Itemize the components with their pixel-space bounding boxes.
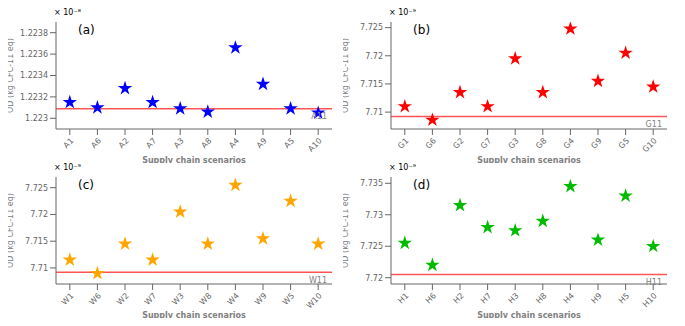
svg-text:G7: G7 bbox=[479, 136, 493, 150]
svg-text:G1: G1 bbox=[396, 136, 410, 150]
svg-text:1.2236: 1.2236 bbox=[20, 50, 48, 59]
html-text:(c): (c) bbox=[78, 178, 94, 192]
svg-text:1.223: 1.223 bbox=[25, 114, 48, 123]
svg-text:7.72: 7.72 bbox=[30, 210, 48, 219]
svg-text:W6: W6 bbox=[88, 291, 104, 307]
svg-text:W7: W7 bbox=[143, 291, 159, 307]
svg-text:H11: H11 bbox=[646, 278, 662, 287]
svg-text:W1: W1 bbox=[60, 291, 76, 307]
svg-text:A2: A2 bbox=[117, 136, 131, 150]
svg-text:G3: G3 bbox=[507, 136, 521, 150]
svg-text:7.725: 7.725 bbox=[360, 242, 383, 251]
svg-text:G6: G6 bbox=[424, 136, 438, 150]
svg-text:A9: A9 bbox=[255, 136, 269, 150]
svg-text:A6: A6 bbox=[89, 136, 103, 150]
svg-text:7.735: 7.735 bbox=[360, 179, 383, 188]
svg-text:OD (kg CFC-11 eq): OD (kg CFC-11 eq) bbox=[8, 193, 15, 268]
svg-text:A5: A5 bbox=[282, 136, 296, 150]
svg-text:A4: A4 bbox=[227, 136, 241, 150]
html-text:× 10⁻⁹: × 10⁻⁹ bbox=[389, 8, 416, 17]
svg-text:1.2238: 1.2238 bbox=[20, 29, 48, 38]
svg-text:7.725: 7.725 bbox=[25, 184, 48, 193]
svg-text:W11: W11 bbox=[309, 276, 327, 285]
svg-text:A8: A8 bbox=[200, 136, 214, 150]
html-text:× 10⁻⁹: × 10⁻⁹ bbox=[54, 163, 81, 172]
html-text:(a): (a) bbox=[78, 23, 95, 37]
svg-text:G2: G2 bbox=[451, 136, 465, 150]
svg-text:1.2232: 1.2232 bbox=[20, 93, 48, 102]
svg-text:G10: G10 bbox=[641, 136, 659, 154]
svg-text:7.72: 7.72 bbox=[365, 274, 383, 283]
svg-text:H3: H3 bbox=[507, 291, 521, 305]
svg-text:7.725: 7.725 bbox=[360, 23, 383, 32]
svg-text:OD (kg CFC-11 eq): OD (kg CFC-11 eq) bbox=[343, 38, 350, 113]
svg-text:A11: A11 bbox=[311, 112, 327, 121]
svg-text:Supply chain scenarios: Supply chain scenarios bbox=[477, 156, 581, 163]
svg-text:A1: A1 bbox=[62, 136, 76, 150]
svg-text:OD (kg CFC-11 eq): OD (kg CFC-11 eq) bbox=[8, 38, 15, 113]
svg-text:Supply chain scenarios: Supply chain scenarios bbox=[477, 311, 581, 318]
svg-text:H1: H1 bbox=[396, 291, 410, 305]
svg-text:OD (kg CFC-11 eq): OD (kg CFC-11 eq) bbox=[343, 193, 350, 268]
svg-text:7.72: 7.72 bbox=[365, 52, 383, 61]
svg-text:W3: W3 bbox=[170, 291, 186, 307]
svg-text:H6: H6 bbox=[424, 291, 438, 305]
svg-text:A3: A3 bbox=[172, 136, 186, 150]
svg-text:G11: G11 bbox=[646, 120, 662, 129]
svg-text:H5: H5 bbox=[617, 291, 631, 305]
svg-text:H10: H10 bbox=[641, 291, 659, 309]
svg-text:W8: W8 bbox=[198, 291, 214, 307]
html-text:× 10⁻⁸: × 10⁻⁸ bbox=[54, 8, 81, 17]
svg-text:H9: H9 bbox=[589, 291, 603, 305]
svg-text:1.2234: 1.2234 bbox=[20, 71, 48, 80]
svg-text:G8: G8 bbox=[534, 136, 548, 150]
svg-text:W5: W5 bbox=[281, 291, 297, 307]
svg-text:W9: W9 bbox=[253, 291, 269, 307]
svg-text:H2: H2 bbox=[451, 291, 465, 305]
svg-text:W10: W10 bbox=[305, 291, 324, 310]
svg-text:G4: G4 bbox=[562, 136, 576, 150]
svg-text:G9: G9 bbox=[589, 136, 603, 150]
svg-text:G5: G5 bbox=[617, 136, 631, 150]
svg-text:7.715: 7.715 bbox=[25, 237, 48, 246]
svg-text:W2: W2 bbox=[115, 291, 131, 307]
svg-text:A7: A7 bbox=[144, 136, 158, 150]
svg-text:7.715: 7.715 bbox=[360, 80, 383, 89]
svg-text:H4: H4 bbox=[562, 291, 576, 305]
svg-text:Supply chain scenarios: Supply chain scenarios bbox=[142, 311, 246, 318]
svg-text:H7: H7 bbox=[479, 291, 493, 305]
svg-text:Supply chain scenarios: Supply chain scenarios bbox=[142, 156, 246, 163]
html-text:(b): (b) bbox=[413, 23, 431, 37]
svg-text:7.71: 7.71 bbox=[365, 108, 383, 117]
html-text:× 10⁻⁹: × 10⁻⁹ bbox=[389, 163, 416, 172]
svg-text:H8: H8 bbox=[534, 291, 548, 305]
svg-text:7.73: 7.73 bbox=[365, 211, 383, 220]
html-text:(d): (d) bbox=[413, 178, 431, 192]
svg-text:W4: W4 bbox=[226, 291, 242, 307]
svg-text:A10: A10 bbox=[306, 136, 323, 153]
svg-text:7.71: 7.71 bbox=[30, 264, 48, 273]
